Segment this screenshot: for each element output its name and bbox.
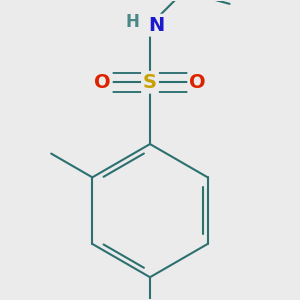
Text: N: N bbox=[148, 16, 164, 35]
Text: H: H bbox=[125, 13, 139, 31]
Text: O: O bbox=[189, 73, 206, 92]
Text: O: O bbox=[94, 73, 111, 92]
Text: S: S bbox=[143, 73, 157, 92]
